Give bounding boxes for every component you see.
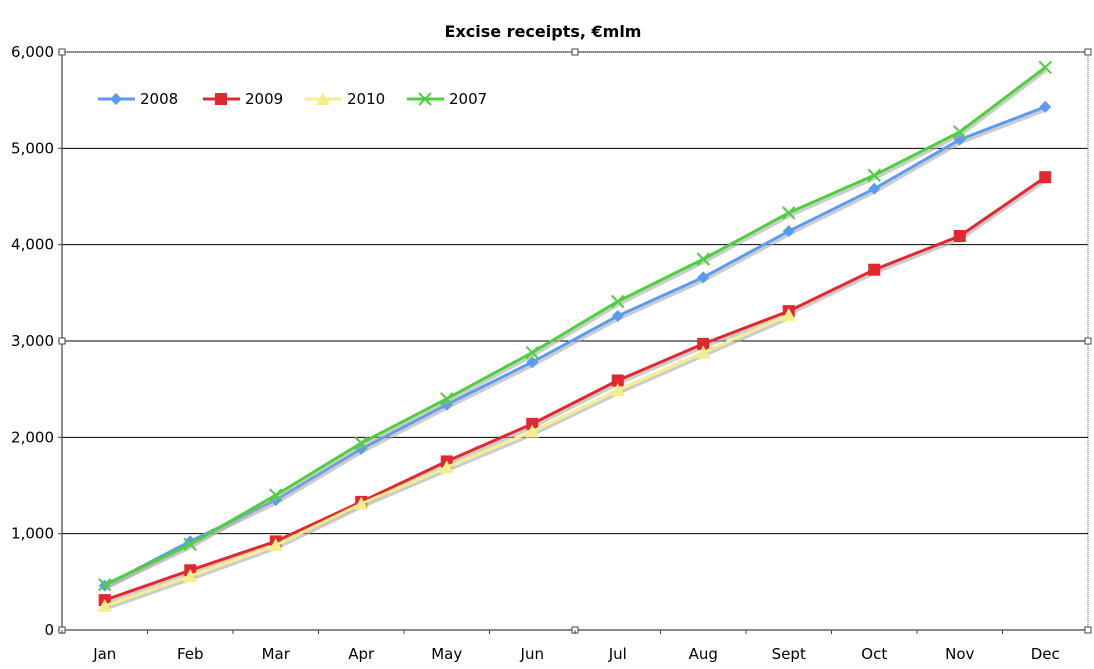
marker-stroke	[269, 488, 283, 502]
data-point-marker	[868, 182, 881, 195]
series-lines	[97, 60, 1052, 612]
data-point-marker	[610, 383, 625, 397]
frame-handle	[1084, 337, 1092, 345]
data-point-marker	[611, 374, 624, 387]
data-point-marker	[781, 307, 796, 321]
x-tick-label: Jan	[92, 645, 116, 663]
x-tick-label: May	[431, 645, 462, 663]
data-point-marker	[418, 92, 432, 106]
data-point-marker	[1038, 60, 1052, 75]
legend-label: 2009	[245, 90, 283, 108]
x-tick-label: Jun	[520, 645, 544, 663]
data-point-marker	[97, 598, 112, 612]
y-tick-label: 3,000	[11, 332, 54, 350]
legend-item-2009: 2009	[203, 90, 283, 108]
marker-stroke	[418, 92, 432, 106]
y-axis-tick-labels: 0 1,000 2,000 3,000 4,000 5,000 6,000	[11, 43, 54, 639]
data-point-marker	[696, 252, 710, 266]
data-point-marker	[953, 229, 966, 242]
series-line	[104, 66, 1047, 587]
frame-handle	[1084, 48, 1092, 56]
series-line-shadow	[105, 69, 1048, 590]
data-point-marker	[183, 569, 198, 583]
series-2010	[97, 307, 796, 612]
x-tick-label: Oct	[861, 645, 887, 663]
series-line-shadow	[105, 178, 1048, 605]
data-point-marker	[439, 460, 454, 474]
series-line	[104, 175, 1047, 602]
data-point-marker	[354, 496, 369, 510]
series-2009	[98, 171, 1052, 607]
x-tick-label: Nov	[945, 645, 974, 663]
marker-stroke	[525, 345, 539, 360]
data-point-marker	[611, 309, 624, 322]
data-point-marker	[697, 337, 710, 350]
marker-stroke	[1038, 60, 1052, 75]
gridlines	[62, 51, 1088, 535]
x-tick-label: Feb	[177, 645, 204, 663]
legend-label: 2007	[449, 90, 487, 108]
data-point-marker	[525, 424, 540, 438]
y-tick-label: 5,000	[11, 139, 54, 157]
data-point-marker	[269, 488, 283, 502]
data-point-marker	[354, 436, 368, 450]
data-point-marker	[440, 392, 454, 406]
data-point-marker	[611, 294, 625, 309]
data-point-marker	[525, 345, 539, 360]
data-point-marker	[98, 578, 112, 592]
x-axis-tick-labels: Jan Feb Mar Apr May Jun Jul Aug Sept Oct Nov Dec	[92, 645, 1060, 663]
frame-handle	[571, 48, 579, 56]
data-point-marker	[268, 538, 283, 552]
legend-item-2010: 2010	[305, 90, 385, 108]
data-point-marker	[215, 93, 227, 105]
legend-label: 2010	[347, 90, 385, 108]
marker-stroke	[867, 168, 881, 183]
y-tick-label: 2,000	[11, 428, 54, 446]
data-point-marker	[1039, 100, 1052, 113]
y-tick-label: 0	[44, 621, 54, 639]
axes	[58, 48, 1092, 634]
data-point-marker	[316, 92, 330, 105]
legend-item-2007: 2007	[407, 90, 487, 108]
marker-stroke	[696, 252, 710, 266]
marker-stroke	[183, 537, 197, 551]
frame-handle	[1084, 626, 1092, 634]
data-point-marker	[782, 225, 795, 238]
x-tick-label: Mar	[262, 645, 291, 663]
data-point-marker	[868, 263, 881, 276]
x-tick-label: Dec	[1031, 645, 1060, 663]
marker-stroke	[782, 206, 796, 220]
data-point-marker	[183, 537, 197, 551]
data-point-marker	[867, 168, 881, 183]
x-tick-label: Apr	[348, 645, 375, 663]
legend-item-2008: 2008	[98, 90, 178, 108]
marker-stroke	[354, 436, 368, 450]
series-2007	[98, 60, 1052, 592]
data-point-marker	[953, 125, 967, 139]
chart-title: Excise receipts, €mlm	[445, 22, 642, 41]
data-point-marker	[696, 345, 711, 359]
marker-stroke	[953, 125, 967, 139]
frame-handle	[58, 48, 66, 56]
marker-stroke	[611, 294, 625, 309]
data-point-marker	[110, 93, 122, 105]
frame-handle	[58, 337, 66, 345]
legend-label: 2008	[140, 90, 178, 108]
data-point-marker	[526, 417, 539, 430]
x-tick-label: Aug	[689, 645, 718, 663]
y-tick-label: 1,000	[11, 525, 54, 543]
data-point-marker	[1039, 171, 1052, 184]
data-point-marker	[697, 271, 710, 284]
y-tick-label: 4,000	[11, 236, 54, 254]
series-line-shadow	[105, 108, 1047, 591]
legend: 2008 2009 2010 2007	[98, 90, 487, 108]
x-tick-label: Jul	[608, 645, 627, 663]
data-point-marker	[782, 206, 796, 220]
y-tick-label: 6,000	[11, 43, 54, 61]
marker-stroke	[98, 578, 112, 592]
x-tick-label: Sept	[772, 645, 806, 663]
marker-stroke	[440, 392, 454, 406]
